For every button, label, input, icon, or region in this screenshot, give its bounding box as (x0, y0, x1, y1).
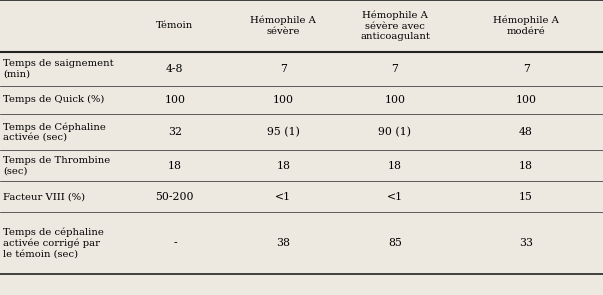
Text: 38: 38 (276, 238, 291, 248)
Text: Facteur VIII (%): Facteur VIII (%) (3, 192, 85, 201)
Text: <1: <1 (276, 192, 291, 202)
Text: 100: 100 (516, 95, 537, 104)
Text: <1: <1 (387, 192, 403, 202)
Text: Hémophile A
sévère: Hémophile A sévère (250, 16, 317, 36)
Text: Temps de céphaline
activée corrigé par
le témoin (sec): Temps de céphaline activée corrigé par l… (3, 228, 104, 259)
Text: Temps de Thrombine
(sec): Temps de Thrombine (sec) (3, 156, 110, 176)
Text: 32: 32 (168, 127, 182, 137)
Text: 90 (1): 90 (1) (379, 127, 411, 137)
Text: 95 (1): 95 (1) (267, 127, 300, 137)
Text: 100: 100 (385, 95, 405, 104)
Text: Hémophile A
sévère avec
anticoagulant: Hémophile A sévère avec anticoagulant (360, 11, 430, 41)
Text: Temps de Céphaline
activée (sec): Temps de Céphaline activée (sec) (3, 122, 106, 142)
Text: 48: 48 (519, 127, 533, 137)
Text: 100: 100 (165, 95, 185, 104)
Text: 33: 33 (519, 238, 533, 248)
Text: 4-8: 4-8 (166, 64, 184, 73)
Text: 85: 85 (388, 238, 402, 248)
Text: Hémophile A
modéré: Hémophile A modéré (493, 16, 559, 36)
Text: Temps de Quick (%): Temps de Quick (%) (3, 95, 104, 104)
Text: Temps de saignement
(min): Temps de saignement (min) (3, 59, 113, 78)
Text: 18: 18 (519, 161, 533, 171)
Text: 50-200: 50-200 (156, 192, 194, 202)
Text: 7: 7 (523, 64, 529, 73)
Text: -: - (173, 238, 177, 248)
Text: 100: 100 (273, 95, 294, 104)
Text: 18: 18 (388, 161, 402, 171)
Text: 7: 7 (280, 64, 287, 73)
Text: 7: 7 (391, 64, 399, 73)
Text: 18: 18 (276, 161, 291, 171)
Text: 15: 15 (519, 192, 533, 202)
Text: Témoin: Témoin (156, 21, 194, 30)
Text: 18: 18 (168, 161, 182, 171)
